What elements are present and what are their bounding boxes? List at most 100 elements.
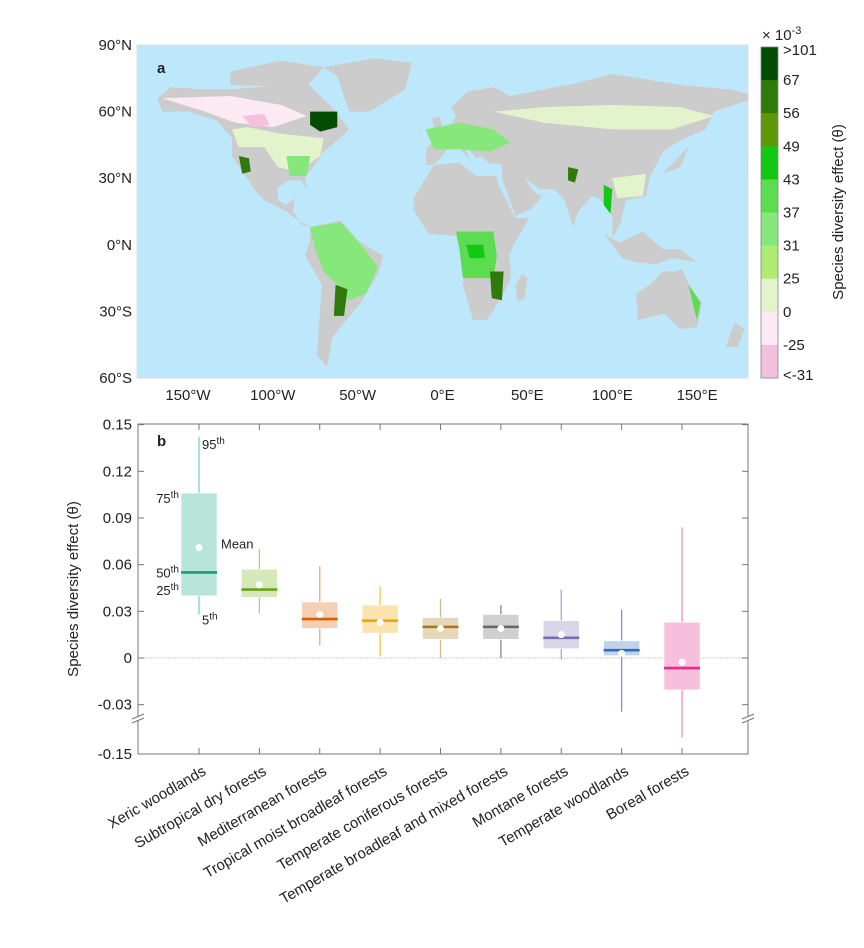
mean-marker — [678, 658, 686, 666]
box-temperate-coniferous-forests — [422, 598, 459, 658]
colorbar-tick-label: <-31 — [783, 367, 813, 384]
y-tick-label: 0.12 — [103, 463, 132, 480]
greenland — [323, 58, 412, 112]
y-tick-label: 0.03 — [103, 603, 132, 620]
region-amazon — [310, 222, 379, 301]
mean-marker — [557, 631, 565, 639]
annotation-suffix: th — [209, 611, 217, 622]
annotation-suffix: th — [171, 490, 179, 501]
mean-marker — [437, 624, 444, 632]
y-tick-label: 0 — [124, 650, 132, 667]
australia — [635, 269, 703, 330]
mean-marker — [316, 610, 324, 618]
latitude-axis: 90°N 60°N 30°N 0°N 30°S 60°S — [98, 37, 132, 387]
annotation-mean: Mean — [221, 537, 254, 552]
box-temperate-woodlands — [603, 609, 640, 712]
region-miombo — [490, 271, 504, 301]
axis-break-mark — [131, 713, 145, 720]
new-zealand — [725, 322, 745, 347]
region-europe — [425, 122, 511, 152]
annotation-number: 25 — [156, 583, 170, 598]
box-subtropical-dry-forests — [241, 549, 278, 613]
latitude-tick-label: 30°S — [99, 303, 132, 320]
colorbar-bin — [761, 212, 778, 247]
annotation-number: 50 — [156, 565, 170, 580]
north-america — [157, 82, 350, 228]
longitude-axis: 150°W 100°W 50°W 0°E 50°E 100°E 150°E — [165, 387, 717, 404]
mean-marker — [255, 581, 263, 589]
y-tick-label: 0.06 — [103, 557, 132, 574]
colorbar-tick-label: >101 — [783, 42, 817, 59]
box-montane-forests — [542, 589, 580, 660]
arctic-islands — [230, 60, 324, 88]
longitude-tick-label: 150°W — [165, 387, 211, 404]
region-himalaya — [568, 167, 579, 183]
annotation-suffix: th — [171, 582, 179, 593]
latitude-tick-label: 60°N — [98, 104, 132, 121]
colorbar-exponent: -3 — [792, 25, 802, 37]
indonesia — [603, 231, 698, 265]
axis-break-mark — [741, 717, 755, 724]
colorbar-bin — [761, 113, 778, 147]
box-xeric-woodlands — [180, 437, 218, 615]
colorbar: × 10-3 Species diversity effect (θ) >101… — [760, 25, 847, 384]
mean-marker — [618, 649, 626, 657]
colorbar-tick-label: 37 — [783, 205, 800, 222]
annotation-p50: 50th — [156, 564, 179, 580]
latitude-tick-label: 0°N — [107, 237, 132, 254]
region-chaco — [333, 284, 348, 316]
latitude-tick-label: 30°N — [98, 170, 132, 187]
region-siberia — [493, 104, 715, 130]
colorbar-bin — [761, 146, 778, 180]
mean-marker — [497, 624, 505, 632]
map-panel: a 90°N 60°N 30°N 0°N 30°S 60°S 150°W 100°W 50°W… — [98, 37, 749, 404]
colorbar-bin — [761, 47, 778, 81]
annotation-p75: 75th — [156, 490, 179, 506]
colorbar-bin — [761, 245, 778, 280]
axis-break-gap — [742, 716, 754, 721]
region-southwest-usa — [238, 156, 251, 174]
colorbar-label: Species diversity effect (θ) — [830, 124, 847, 300]
colorbar-frame — [760, 46, 779, 379]
longitude-tick-label: 50°E — [511, 387, 544, 404]
axis-break-mark — [131, 717, 145, 724]
y-tick-label: 0.15 — [103, 417, 132, 434]
mean-marker — [195, 544, 203, 552]
region-quebec — [310, 111, 338, 132]
colorbar-bin — [761, 311, 778, 346]
colorbar-tick-label: 43 — [783, 171, 800, 188]
annotation-number: 95 — [202, 437, 216, 452]
region-alaska-canada — [162, 96, 307, 128]
plot-frame — [137, 423, 749, 755]
colorbar-multiplier-base: × 10 — [762, 27, 792, 44]
latitude-tick-label: 90°N — [98, 37, 132, 54]
latitude-tick-label: 60°S — [99, 370, 132, 387]
diversity-effect-regions — [162, 96, 715, 321]
box-mediterranean-forests — [301, 566, 339, 646]
colorbar-bin — [761, 80, 778, 114]
longitude-tick-label: 150°E — [677, 387, 718, 404]
colorbar-bin — [761, 344, 778, 379]
region-west-canada — [242, 113, 270, 128]
colorbar-tick-label: 67 — [783, 72, 800, 89]
region-congo-core — [466, 244, 485, 259]
annotation-suffix: th — [171, 564, 179, 575]
axis-break-mark — [741, 713, 755, 720]
colorbar-bin — [761, 278, 778, 313]
box-boreal-forests — [663, 527, 701, 738]
colorbar-tick-label: 25 — [783, 271, 800, 288]
longitude-tick-label: 50°W — [339, 387, 377, 404]
y-tick-label: 0.09 — [103, 510, 132, 527]
axis-break-gap — [132, 716, 144, 721]
japan — [663, 147, 689, 174]
boxplot-panel-label: b — [157, 433, 166, 450]
map-panel-label: a — [157, 60, 166, 77]
interquartile-box — [663, 621, 701, 691]
longitude-tick-label: 100°E — [592, 387, 633, 404]
colorbar-tick-label: 56 — [783, 105, 800, 122]
longitude-tick-label: 0°E — [430, 387, 454, 404]
colorbar-tick-label: -25 — [783, 337, 805, 354]
annotation-number: 5 — [202, 612, 209, 627]
world-map — [157, 58, 748, 367]
